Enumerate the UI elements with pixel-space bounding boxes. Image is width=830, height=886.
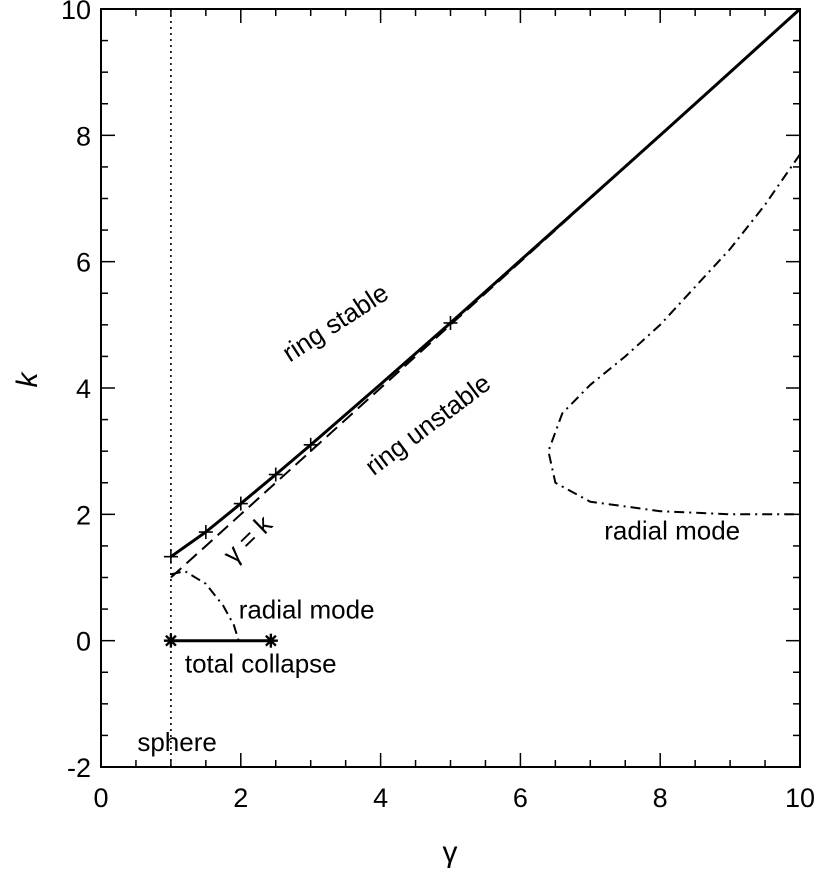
markers-group xyxy=(163,315,458,648)
x-tick-label: 2 xyxy=(233,783,248,813)
y-tick-label: 2 xyxy=(76,500,91,530)
x-tick-label: 4 xyxy=(373,783,388,813)
series-dashed-line xyxy=(170,8,801,579)
plus-marker xyxy=(163,549,178,564)
asterisk-marker xyxy=(163,633,178,648)
axis-ticks xyxy=(100,8,801,768)
annotation-label: ring stable xyxy=(277,277,394,367)
annotation-label: γ = k xyxy=(217,508,279,569)
x-tick-label: 8 xyxy=(653,783,668,813)
plus-marker xyxy=(198,525,213,540)
y-tick-label: 0 xyxy=(76,627,91,657)
series-dashdot-line xyxy=(547,153,801,516)
asterisk-marker xyxy=(263,633,278,648)
annotation-label: radial mode xyxy=(239,595,375,625)
plus-marker xyxy=(268,467,283,482)
annotation-label: total collapse xyxy=(185,648,337,678)
plus-marker xyxy=(233,496,248,511)
x-tick-label: 0 xyxy=(93,783,108,813)
series-solid-line xyxy=(170,7,802,558)
y-axis-title: k xyxy=(11,371,44,388)
x-axis-title: γ xyxy=(443,836,458,869)
plus-marker xyxy=(303,437,318,452)
y-tick-label: 8 xyxy=(76,121,91,151)
y-tick-label: 10 xyxy=(61,0,91,25)
plus-marker xyxy=(443,315,458,330)
y-tick-label: -2 xyxy=(67,753,91,783)
y-tick-label: 6 xyxy=(76,248,91,278)
annotation-label: radial mode xyxy=(604,516,740,546)
x-tick-label: 6 xyxy=(513,783,528,813)
x-tick-label: 10 xyxy=(785,783,815,813)
y-tick-label: 4 xyxy=(76,374,91,404)
series-dashdot-line xyxy=(170,570,240,641)
annotation-label: sphere xyxy=(137,727,217,757)
